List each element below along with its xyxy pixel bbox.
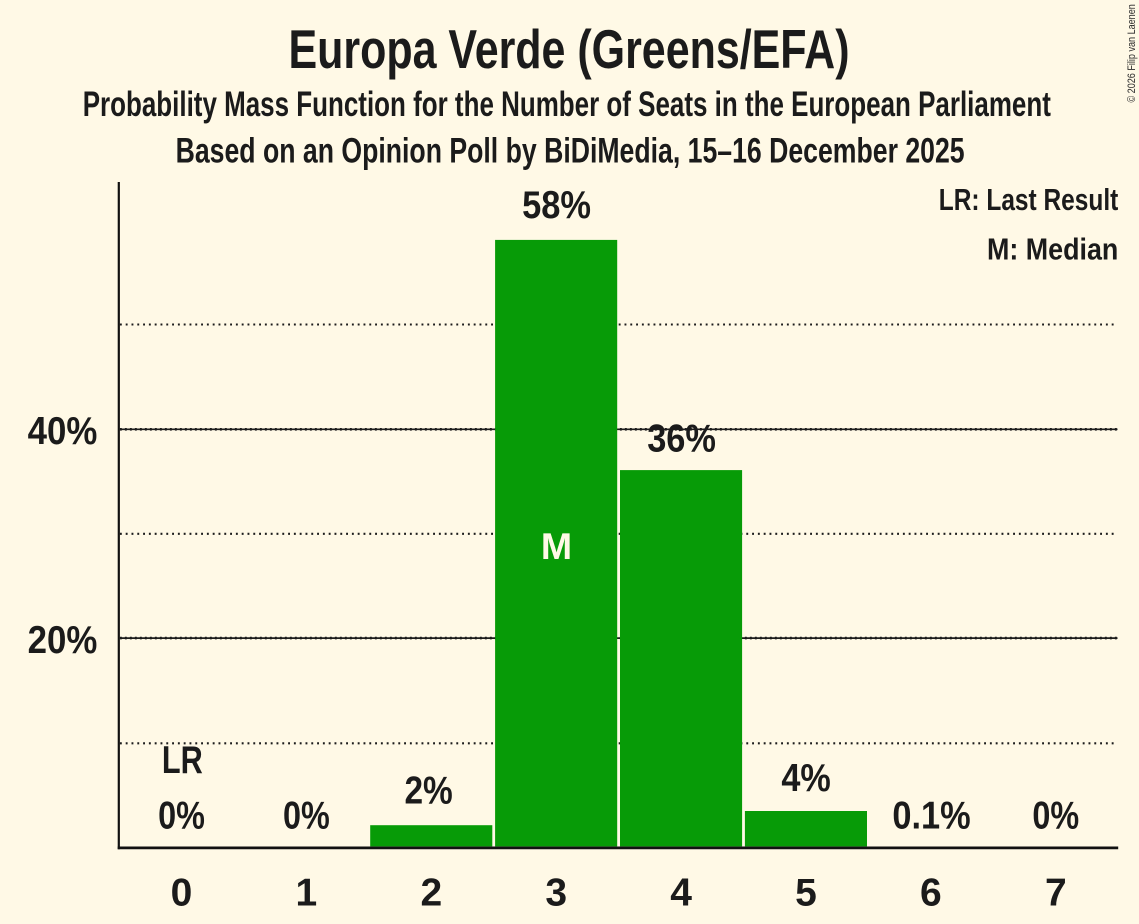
svg-text:0%: 0% xyxy=(158,795,205,838)
svg-text:36%: 36% xyxy=(647,417,716,460)
svg-text:LR: LR xyxy=(162,739,203,782)
svg-text:0: 0 xyxy=(171,871,193,914)
svg-text:0%: 0% xyxy=(283,795,330,838)
svg-text:5: 5 xyxy=(795,871,817,914)
svg-text:3: 3 xyxy=(545,871,567,914)
svg-text:2%: 2% xyxy=(404,770,452,813)
svg-text:40%: 40% xyxy=(28,410,98,453)
svg-text:Based on an Opinion Poll by Bi: Based on an Opinion Poll by BiDiMedia, 1… xyxy=(176,130,965,170)
svg-text:0.1%: 0.1% xyxy=(892,795,970,838)
svg-text:LR: Last Result: LR: Last Result xyxy=(939,183,1119,217)
svg-text:M: M xyxy=(541,525,572,567)
svg-text:Probability Mass Function for: Probability Mass Function for the Number… xyxy=(83,84,1051,124)
svg-text:20%: 20% xyxy=(28,619,98,662)
svg-text:© 2026 Filip van Laenen: © 2026 Filip van Laenen xyxy=(1126,4,1138,102)
svg-text:Europa Verde (Greens/EFA): Europa Verde (Greens/EFA) xyxy=(289,18,850,80)
svg-text:7: 7 xyxy=(1045,871,1067,914)
svg-text:6: 6 xyxy=(920,871,942,914)
svg-text:4%: 4% xyxy=(781,757,830,800)
svg-text:58%: 58% xyxy=(522,184,591,227)
svg-text:4: 4 xyxy=(670,871,692,914)
svg-text:M: Median: M: Median xyxy=(987,232,1118,266)
svg-text:0%: 0% xyxy=(1032,795,1079,838)
svg-text:1: 1 xyxy=(296,871,318,914)
svg-text:2: 2 xyxy=(420,871,442,914)
